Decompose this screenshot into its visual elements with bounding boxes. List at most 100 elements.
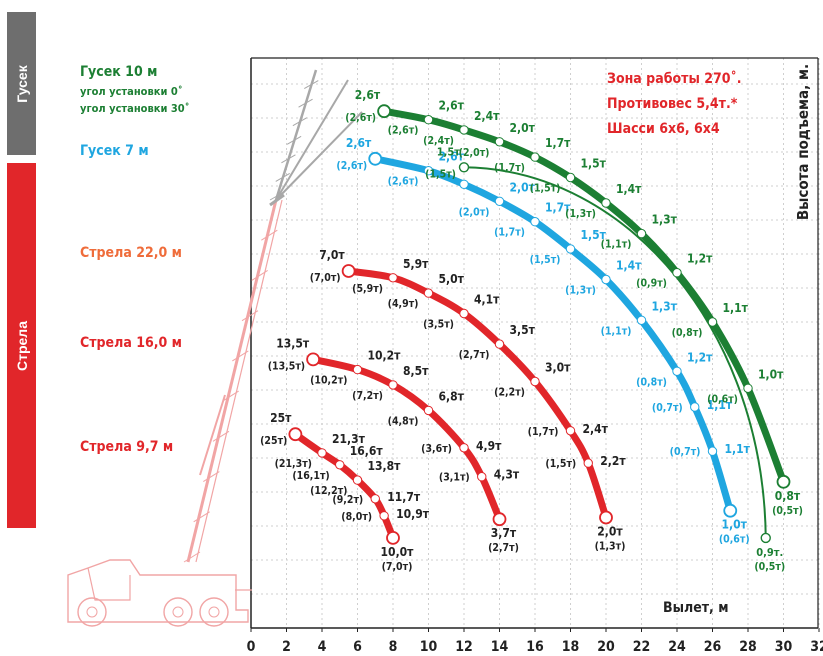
load-label: 1,3т <box>652 299 678 313</box>
load-label-alt: (2,4т) <box>423 135 454 147</box>
load-label: 1,7т <box>545 201 571 215</box>
data-point-стрела-22-0-м <box>423 288 434 298</box>
crane-boom-edge <box>195 199 283 563</box>
load-label: 16,6т <box>350 444 384 458</box>
load-label-alt: (2,7т) <box>488 542 519 554</box>
x-tick-label: 16 <box>526 639 544 655</box>
data-point-гусек-10-м-угол-установки-0- <box>776 474 791 489</box>
crane-jib-truss <box>269 191 285 201</box>
data-point-стрела-22-0-м <box>565 426 576 436</box>
crane-boom-truss <box>183 551 201 563</box>
load-label: 1,3т <box>652 213 678 227</box>
data-point-стрела-9-7-м <box>386 531 400 545</box>
load-label-alt: (16,1т) <box>292 470 329 482</box>
data-point-стрела-22-0-м <box>341 264 356 278</box>
load-label-alt: (1,7т) <box>494 227 525 239</box>
load-label: 1,1т <box>723 301 749 315</box>
data-point-гусек-10-м-угол-установки-0- <box>601 198 611 208</box>
data-point-гусек-10-м-угол-установки-0- <box>672 268 682 278</box>
crane-boom <box>186 199 278 563</box>
load-label: 1,1т <box>725 442 751 456</box>
data-point-стрела-16-0-м <box>388 380 398 390</box>
load-label-alt: (10,2т) <box>310 375 347 387</box>
load-label: 3,7т <box>491 526 517 540</box>
crane-boom-truss <box>241 310 259 322</box>
x-tick-label: 18 <box>562 639 580 655</box>
load-label-alt: (12,2т) <box>310 485 347 497</box>
data-point-стрела-22-0-м <box>599 510 613 525</box>
data-point-стрела-9-7-м <box>317 448 327 458</box>
load-label: 2,0т <box>510 121 536 135</box>
load-label-alt: (2,0т) <box>459 147 490 159</box>
x-tick-label: 12 <box>455 639 473 655</box>
load-label: 25т <box>270 411 292 425</box>
data-point-гусек-10-м-угол-установки-0- <box>459 125 469 135</box>
load-label-alt: (7,0т) <box>382 561 413 573</box>
load-label: 3,0т <box>545 361 571 375</box>
load-label: 6,8т <box>439 389 465 403</box>
load-label-alt: (1,1т) <box>601 325 632 337</box>
load-label-alt: (7,0т) <box>310 272 341 284</box>
load-label-alt: (3,5т) <box>423 319 454 331</box>
x-tick-label: 8 <box>389 639 398 655</box>
x-tick-label: 32 <box>810 639 823 655</box>
data-point-гусек-10-м-угол-установки-0- <box>565 172 576 183</box>
x-axis-title: Вылет, м <box>663 600 729 616</box>
load-label: 10,9т <box>396 507 430 521</box>
crane-boom-truss <box>251 270 268 281</box>
load-label: 2,6т <box>346 136 372 150</box>
load-label-alt: (2,6т) <box>345 112 376 124</box>
load-label: 1,0т <box>758 367 784 381</box>
load-label: 1,5т <box>581 228 607 242</box>
load-label: 0,8т <box>775 489 801 503</box>
load-label: 4,3т <box>494 468 520 482</box>
crane-jib-mid <box>275 79 349 201</box>
x-tick-label: 30 <box>775 639 793 655</box>
load-label-alt: (21,3т) <box>275 458 312 470</box>
load-label: 1,5т <box>437 145 461 158</box>
load-label: 3,5т <box>510 323 536 337</box>
data-point-гусек-7-м <box>636 315 647 325</box>
load-label: 1,2т <box>687 350 713 364</box>
crane-illustration <box>67 69 363 627</box>
crane-jib-0 <box>274 69 318 201</box>
load-label-alt: (2,6т) <box>336 160 367 172</box>
data-point-гусек-7-м <box>601 274 611 285</box>
load-label-alt: (2,6т) <box>388 176 419 188</box>
data-point-стрела-9-7-м <box>288 427 303 442</box>
data-point-стрела-22-0-м <box>530 376 540 387</box>
x-tick-label: 20 <box>597 639 615 655</box>
load-label-alt: (1,1т) <box>601 239 632 251</box>
load-label: 10,0т <box>381 545 415 559</box>
load-label: 2,6т <box>439 150 465 164</box>
legend-strela16: Стрела 16,0 м <box>80 335 182 351</box>
load-label-alt: (2,2т) <box>494 387 525 399</box>
load-label: 2,4т <box>583 422 609 436</box>
load-label: 7,0т <box>319 248 345 262</box>
load-label-alt: (1,3т) <box>595 541 626 553</box>
strela-side-tab: Стрела <box>7 163 36 528</box>
load-label-alt: (1,7т) <box>494 162 525 174</box>
load-label: 1,4т <box>616 259 642 273</box>
crane-wheel-hub <box>172 606 184 618</box>
crane-wheel <box>199 597 229 627</box>
legend-gusek7: Гусек 7 м <box>80 143 149 159</box>
crane-wheel <box>163 597 193 627</box>
load-label: 1,4т <box>616 182 642 196</box>
load-label-alt: (1,7т) <box>528 426 559 438</box>
data-point-гусек-10-м-угол-установки-0- <box>743 383 753 393</box>
load-label-alt: (0,9т) <box>636 278 667 290</box>
load-label: 0,9т. <box>756 546 783 559</box>
x-tick-label: 14 <box>491 639 509 655</box>
load-label-alt: (0,6т) <box>719 534 750 546</box>
load-label: 1,5т <box>581 157 607 171</box>
crane-boom-truss <box>222 390 239 402</box>
load-label-alt: (0,8т) <box>672 327 703 339</box>
load-label: 10,2т <box>368 349 402 363</box>
note-zone: Зона работы 270˚. <box>607 70 742 87</box>
data-point-стрела-16-0-м <box>352 364 363 375</box>
load-label: 2,2т <box>600 454 626 468</box>
data-point-стрела-16-0-м <box>423 405 434 416</box>
